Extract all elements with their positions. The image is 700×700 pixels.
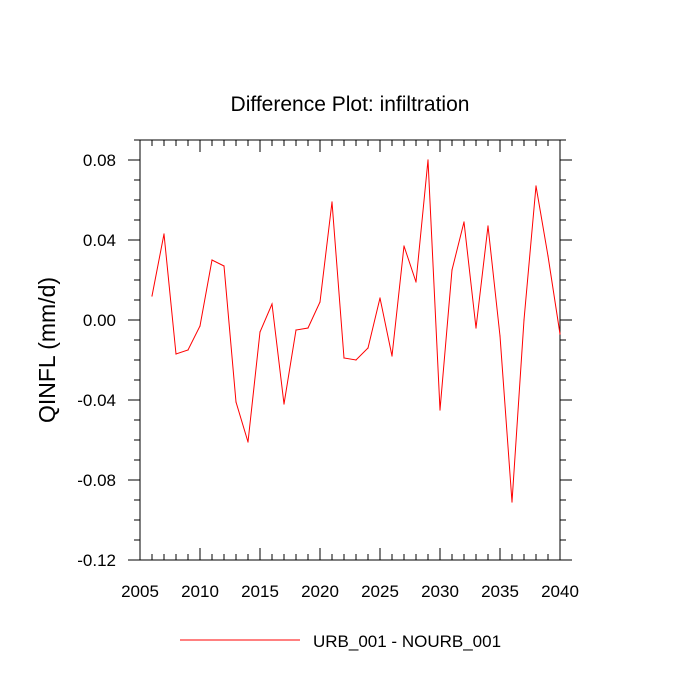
data-point xyxy=(499,335,501,337)
data-point xyxy=(535,185,537,187)
data-point xyxy=(367,347,369,349)
plot-frame xyxy=(139,139,561,561)
data-point xyxy=(415,281,417,283)
data-point xyxy=(463,221,465,223)
y-tick-label: -0.08 xyxy=(77,471,116,490)
data-point xyxy=(175,353,177,355)
data-point xyxy=(559,333,561,335)
y-tick-label: -0.04 xyxy=(77,391,116,410)
data-point xyxy=(487,225,489,227)
data-point xyxy=(511,501,513,503)
axis-ticks xyxy=(128,139,572,561)
x-tick-label: 2040 xyxy=(541,582,579,601)
chart-title: Difference Plot: infiltration xyxy=(231,93,470,116)
data-point xyxy=(151,295,153,297)
data-point xyxy=(523,319,525,321)
x-tick-label: 2030 xyxy=(421,582,459,601)
series-line xyxy=(151,159,561,503)
x-tick-label: 2025 xyxy=(361,582,399,601)
data-point xyxy=(187,349,189,351)
data-point xyxy=(211,259,213,261)
data-point xyxy=(355,359,357,361)
data-point xyxy=(331,201,333,203)
legend-label: URB_001 - NOURB_001 xyxy=(313,632,501,651)
data-point xyxy=(295,329,297,331)
x-tick-label: 2035 xyxy=(481,582,519,601)
y-tick-label: 0.00 xyxy=(83,311,116,330)
data-point xyxy=(235,401,237,403)
data-point xyxy=(319,301,321,303)
x-tick-label: 2005 xyxy=(121,582,159,601)
legend: URB_001 - NOURB_001 xyxy=(180,632,501,651)
data-series-group xyxy=(151,159,561,503)
data-point xyxy=(223,265,225,267)
y-tick-label: -0.12 xyxy=(77,551,116,570)
data-point xyxy=(547,255,549,257)
y-tick-label: 0.04 xyxy=(83,231,116,250)
data-point xyxy=(283,403,285,405)
x-tick-label: 2020 xyxy=(301,582,339,601)
data-point xyxy=(271,303,273,305)
data-point xyxy=(163,233,165,235)
data-point xyxy=(403,245,405,247)
data-point xyxy=(475,327,477,329)
axis-tick-labels: 2005 2010 2015 2020 2025 2030 2035 2040 -0.12 -0.… xyxy=(77,151,579,601)
data-point xyxy=(247,441,249,443)
y-tick-label: 0.08 xyxy=(83,151,116,170)
x-tick-label: 2010 xyxy=(181,582,219,601)
data-point xyxy=(451,269,453,271)
data-point xyxy=(259,331,261,333)
data-point xyxy=(199,325,201,327)
data-point xyxy=(379,297,381,299)
data-point xyxy=(307,327,309,329)
y-axis-label: QINFL (mm/d) xyxy=(34,277,60,423)
x-tick-label: 2015 xyxy=(241,582,279,601)
data-point xyxy=(439,409,441,411)
data-point xyxy=(343,357,345,359)
data-point xyxy=(391,355,393,357)
data-point xyxy=(427,159,429,161)
